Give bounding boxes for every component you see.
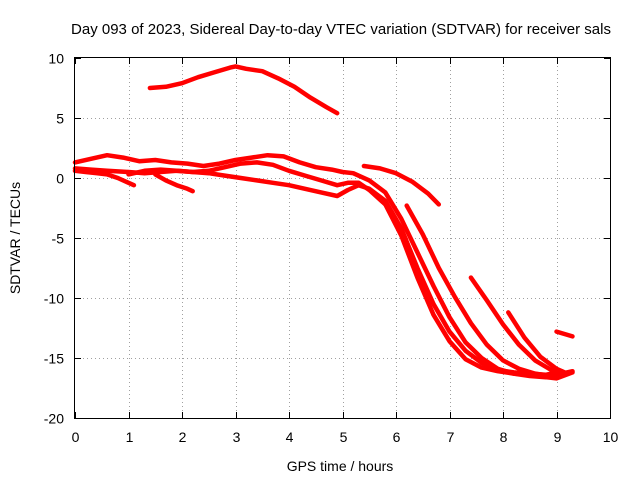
x-tick-label: 8: [500, 429, 508, 445]
series-line-arc-8: [404, 203, 565, 379]
series-line-arc-9: [468, 275, 575, 376]
x-tick-label: 1: [126, 429, 134, 445]
x-tick-label: 7: [447, 429, 455, 445]
series-line-arc-1: [147, 64, 340, 116]
x-tick-label: 6: [393, 429, 401, 445]
x-tick-label: 3: [233, 429, 241, 445]
grid: [75, 58, 610, 418]
series-line-arc-10: [506, 310, 570, 376]
x-tick-label: 9: [554, 429, 562, 445]
x-tick-label: 5: [340, 429, 348, 445]
series-line-arc-5: [126, 160, 559, 379]
x-tick-label: 2: [179, 429, 187, 445]
series-line-arc-2: [72, 152, 575, 381]
x-tick-label: 0: [72, 429, 80, 445]
series-line-arc-7: [361, 163, 442, 207]
plot-frame: [74, 57, 611, 419]
series-line-arc-6: [153, 172, 195, 194]
chart-title: Day 093 of 2023, Sidereal Day-to-day VTE…: [71, 21, 611, 38]
data-series: [72, 64, 575, 381]
y-tick-label: -20: [44, 411, 64, 427]
x-tick-label: 4: [286, 429, 294, 445]
x-tick-label: 10: [603, 429, 619, 445]
y-tick-label: -10: [44, 291, 64, 307]
y-tick-label: -15: [44, 351, 64, 367]
y-tick-label: -5: [52, 231, 65, 247]
series-line-arc-4: [72, 168, 137, 188]
y-axis-label: SDTVAR / TECUs: [7, 182, 23, 294]
y-tick-label: 0: [56, 171, 64, 187]
series-line-arc-11: [554, 329, 575, 339]
axis-ticks: 0 1 2 3 4 5 6 7 8 9 10 10 5 0 -5 -10 -15 -20: [44, 51, 619, 446]
y-tick-label: 10: [48, 51, 64, 67]
y-tick-label: 5: [56, 111, 64, 127]
x-axis-label: GPS time / hours: [287, 458, 394, 474]
